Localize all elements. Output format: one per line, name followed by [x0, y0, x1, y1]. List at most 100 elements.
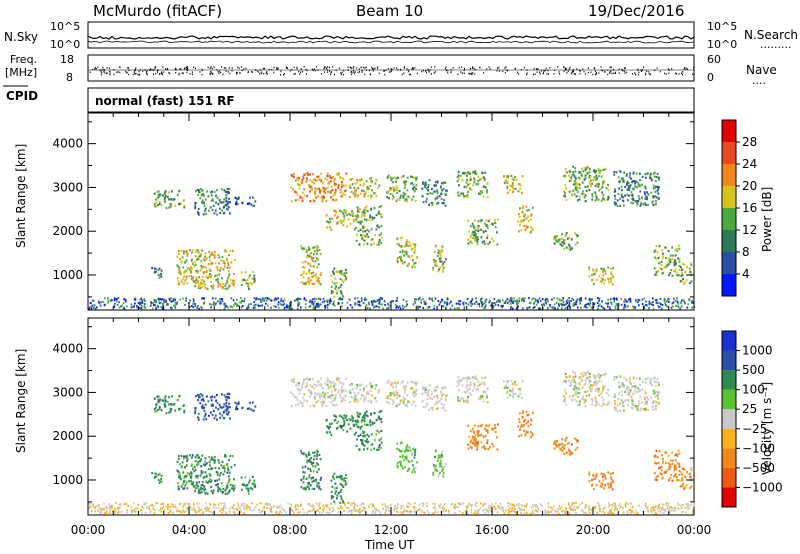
echo-cell — [424, 301, 427, 304]
echo-cell — [644, 176, 647, 179]
echo-cell — [658, 186, 660, 189]
freq-dot — [92, 68, 94, 71]
echo-cell — [453, 505, 456, 508]
echo-cell — [221, 286, 224, 289]
echo-cell — [187, 504, 190, 507]
echo-cell — [123, 306, 125, 309]
echo-cell — [518, 215, 521, 219]
echo-cell — [502, 509, 505, 512]
echo-cell — [568, 304, 571, 307]
echo-cell — [167, 503, 170, 506]
echo-cell — [193, 465, 196, 469]
echo-cell — [226, 287, 229, 290]
echo-cell — [248, 505, 250, 508]
nsky-tick-low: 10^0 — [50, 38, 81, 51]
echo-cell — [624, 503, 627, 506]
echo-cell — [92, 503, 94, 506]
echo-cell — [351, 214, 354, 218]
echo-cell — [407, 505, 410, 508]
freq-dot — [189, 73, 191, 75]
freq-dot — [298, 70, 300, 73]
echo-cell — [357, 194, 360, 197]
echo-cell — [182, 404, 185, 407]
echo-cell — [176, 398, 179, 402]
echo-cell — [518, 230, 520, 233]
echo-cell — [292, 176, 295, 179]
echo-cell — [378, 226, 381, 229]
echo-cell — [337, 270, 340, 273]
echo-cell — [221, 460, 224, 464]
echo-cell — [532, 297, 535, 300]
echo-cell — [160, 272, 162, 276]
echo-cell — [485, 298, 488, 301]
echo-cell — [480, 302, 483, 305]
noise-lines — [87, 34, 695, 44]
echo-cell — [358, 509, 361, 512]
echo-cell — [196, 476, 199, 479]
echo-cell — [353, 505, 356, 508]
echo-cell — [326, 191, 329, 194]
echo-cell — [655, 271, 658, 274]
echo-cell — [360, 233, 362, 237]
echo-cell — [564, 510, 566, 513]
echo-cell — [614, 504, 617, 507]
echo-cell — [313, 282, 316, 286]
echo-cell — [518, 504, 520, 507]
echo-cell — [299, 388, 302, 392]
echo-cell — [251, 502, 253, 505]
echo-cell — [473, 237, 476, 241]
echo-cell — [414, 506, 416, 509]
echo-cell — [341, 295, 344, 298]
echo-cell — [396, 502, 399, 505]
echo-cell — [319, 252, 322, 256]
echo-cell — [321, 200, 324, 203]
echo-cell — [298, 298, 301, 301]
echo-cell — [480, 228, 482, 231]
echo-cell — [197, 456, 200, 460]
echo-cell — [563, 303, 566, 306]
echo-cell — [183, 409, 186, 412]
echo-cell — [340, 291, 343, 294]
echo-cell — [377, 298, 380, 301]
freq-dot — [155, 72, 157, 75]
echo-cell — [170, 403, 173, 406]
echo-cell — [306, 280, 309, 283]
freq-dot — [610, 70, 612, 73]
echo-cell — [574, 178, 577, 181]
echo-cell — [466, 196, 469, 199]
echo-cell — [323, 190, 326, 193]
echo-cell — [257, 304, 260, 307]
echo-cell — [478, 305, 481, 308]
echo-cell — [180, 249, 183, 253]
echo-cell — [596, 511, 598, 514]
echo-cell — [512, 187, 515, 191]
echo-cell — [187, 503, 189, 506]
echo-cell — [195, 454, 198, 457]
echo-cell — [358, 243, 361, 246]
echo-cell — [169, 205, 172, 208]
echo-cell — [609, 298, 612, 301]
echo-cell — [136, 306, 139, 309]
echo-cell — [512, 300, 515, 303]
freq-dot — [221, 66, 223, 68]
echo-cell — [153, 397, 156, 400]
echo-cell — [488, 301, 491, 304]
echo-cell — [356, 178, 358, 182]
echo-cell — [224, 507, 227, 510]
echo-cell — [116, 300, 118, 303]
echo-cell — [469, 176, 472, 179]
echo-cell — [88, 507, 91, 510]
echo-cell — [254, 506, 257, 509]
echo-cell — [469, 236, 472, 239]
freq-dot — [545, 67, 547, 70]
echo-cell — [468, 503, 470, 506]
freq-dot — [139, 73, 141, 76]
echo-cell — [208, 502, 211, 505]
echo-cell — [523, 300, 525, 303]
echo-cell — [185, 480, 188, 483]
echo-cell — [509, 510, 512, 513]
freq-dot — [333, 73, 335, 76]
echo-cell — [584, 200, 587, 203]
echo-cell — [328, 506, 331, 509]
echo-cell — [181, 510, 184, 513]
